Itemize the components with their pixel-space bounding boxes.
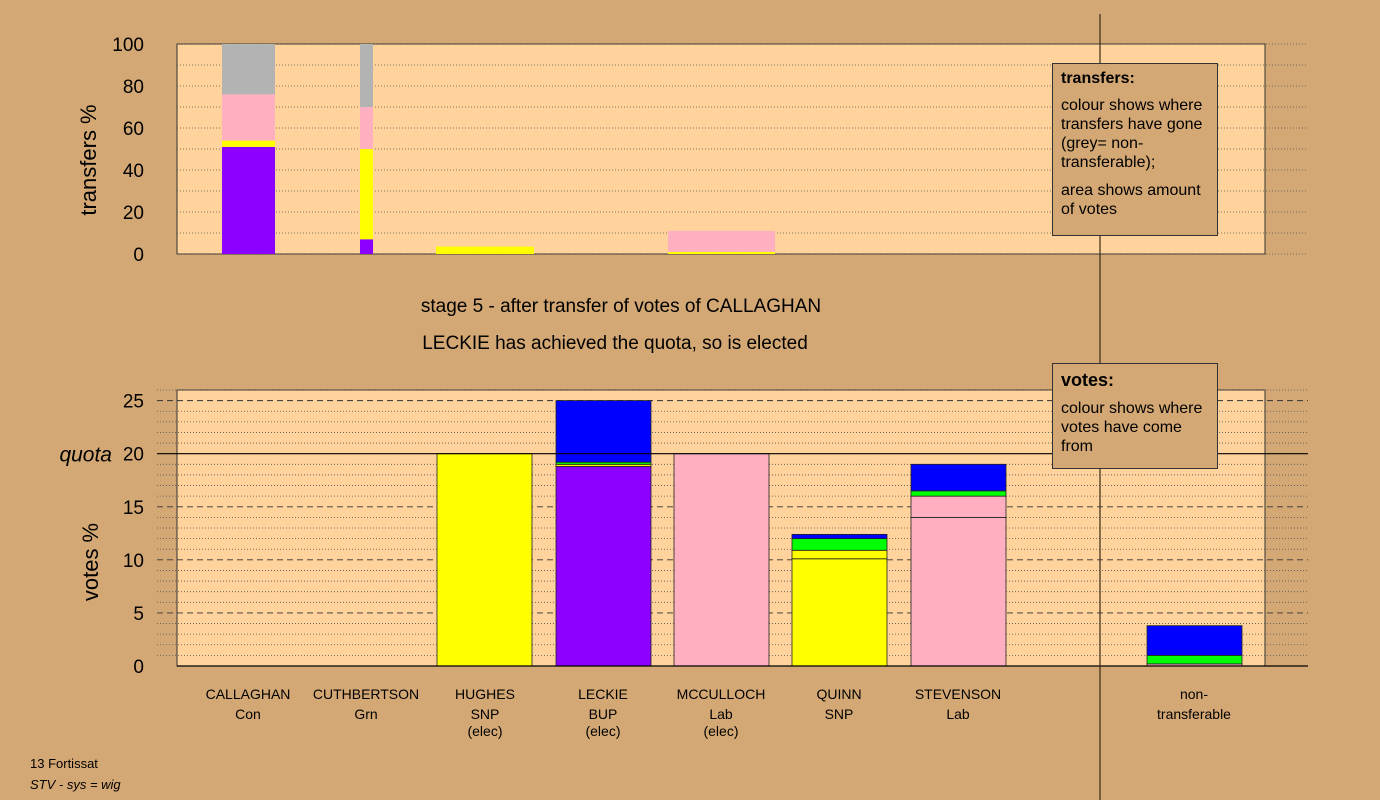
transfer-bar-cuthbertson-non-transferable [360, 44, 373, 107]
transfer-bar-callaghan-non-transferable [222, 44, 275, 95]
transfers-y-tick-label: 40 [123, 161, 144, 182]
transfers-y-tick-label: 0 [133, 245, 144, 266]
transfer-bar-cuthbertson-lab [360, 107, 373, 149]
candidate-name-cuthbertson: CUTHBERTSON [313, 686, 419, 702]
transfers-y-tick-label: 60 [123, 119, 144, 140]
transfer-bar-callaghan-lab [222, 94, 275, 141]
transfers-legend-title: transfers: [1061, 70, 1135, 87]
candidate-party-leckie: BUP [589, 706, 618, 722]
vote-bar-stevenson-lab [910, 495, 1007, 518]
candidate-name-leckie: LECKIE [578, 686, 628, 702]
non-transferable-label-1: non- [1180, 686, 1208, 702]
transfers-legend-line1: colour shows where transfers have gone (… [1061, 97, 1203, 171]
candidate-party-hughes: SNP [471, 706, 500, 722]
candidate-name-stevenson: STEVENSON [915, 686, 1001, 702]
candidate-name-quinn: QUINN [816, 686, 861, 702]
transfer-bar-callaghan-bup [222, 146, 275, 254]
vote-bar-quinn-snp [791, 558, 888, 667]
vote-bar-quinn-con [791, 533, 888, 540]
footer-system: STV - sys = wig [30, 777, 121, 792]
transfer-bar-cuthbertson-snp [360, 149, 373, 240]
vote-bar-stevenson-grn [910, 490, 1007, 497]
candidate-name-mcculloch: MCCULLOCH [677, 686, 766, 702]
label-layer: CALLAGHANConCUTHBERTSONGrnHUGHESSNP(elec… [206, 686, 1232, 739]
votes-y-tick-label: 0 [133, 657, 144, 678]
stage-result: LECKIE has achieved the quota, so is ele… [422, 333, 808, 354]
votes-y-tick-label: 15 [123, 498, 144, 519]
vote-bar-non-transferable-con [1146, 625, 1243, 656]
vote-bar-leckie-con [555, 400, 652, 463]
vote-bar-quinn-snp [791, 549, 888, 560]
transfer-bar-cuthbertson-bup [360, 239, 373, 254]
votes-legend: votes: colour shows where votes have com… [1052, 363, 1218, 469]
candidate-name-hughes: HUGHES [455, 686, 515, 702]
vote-bar-stevenson-lab [910, 516, 1007, 667]
votes-legend-title: votes: [1061, 370, 1115, 390]
votes-y-tick-label: 25 [123, 392, 144, 413]
transfer-bar-mcculloch-snp [668, 251, 775, 254]
votes-y-tick-label: 10 [123, 551, 144, 572]
footer-location: 13 Fortissat [30, 756, 98, 771]
transfers-legend-line2: area shows amount of votes [1061, 182, 1201, 218]
votes-y-tick-label: 5 [133, 604, 144, 625]
candidate-party-stevenson: Lab [946, 706, 970, 722]
candidate-name-callaghan: CALLAGHAN [206, 686, 291, 702]
candidate-party-callaghan: Con [235, 706, 261, 722]
vote-bar-stevenson-con [910, 463, 1007, 492]
vote-bar-non-transferable-grn [1146, 654, 1243, 665]
stage-title: stage 5 - after transfer of votes of CAL… [420, 296, 822, 317]
vote-bar-quinn-grn [791, 538, 888, 551]
transfer-bar-mcculloch-lab [668, 230, 775, 252]
transfers-legend: transfers: colour shows where transfers … [1052, 63, 1218, 236]
vote-bar-leckie-bup [555, 466, 652, 667]
votes-y-axis-label: votes % [78, 523, 103, 601]
transfer-bar-callaghan-snp [222, 140, 275, 147]
candidate-party-quinn: SNP [825, 706, 854, 722]
votes-y-tick-label: 20 [123, 445, 144, 466]
candidate-party-cuthbertson: Grn [354, 706, 377, 722]
transfers-y-tick-label: 80 [123, 77, 144, 98]
bars-layer [222, 44, 1243, 667]
candidate-elected-mcculloch: (elec) [703, 723, 738, 739]
vote-bar-hughes-snp [436, 453, 533, 667]
candidate-elected-hughes: (elec) [467, 723, 502, 739]
candidate-party-mcculloch: Lab [709, 706, 733, 722]
non-transferable-label-2: transferable [1157, 706, 1231, 722]
transfers-y-tick-label: 100 [112, 35, 144, 56]
candidate-elected-leckie: (elec) [585, 723, 620, 739]
vote-bar-mcculloch-lab [673, 453, 770, 667]
transfer-bar-hughes-snp [436, 246, 534, 254]
transfers-y-axis-label: transfers % [76, 104, 101, 215]
quota-label: quota [59, 444, 112, 467]
transfers-y-tick-label: 20 [123, 203, 144, 224]
votes-legend-line1: colour shows where votes have come from [1061, 400, 1203, 455]
